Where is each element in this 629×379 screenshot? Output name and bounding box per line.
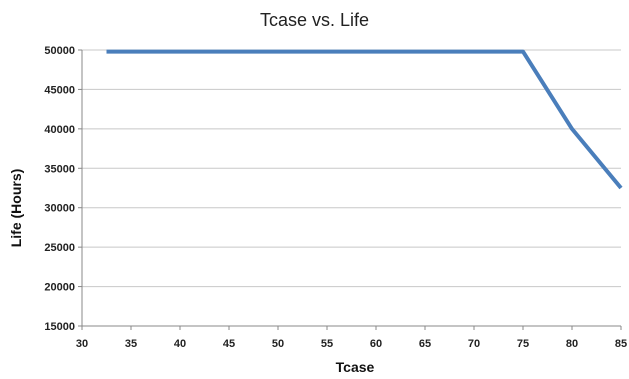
y-tick-label: 50000 bbox=[44, 45, 75, 57]
x-axis-title: Tcase bbox=[336, 359, 375, 375]
x-tick-label: 35 bbox=[125, 338, 137, 350]
x-tick-label: 30 bbox=[76, 338, 88, 350]
x-tick-label: 60 bbox=[370, 338, 382, 350]
y-tick-label: 15000 bbox=[44, 321, 75, 333]
x-tick-label: 70 bbox=[468, 338, 480, 350]
series-lines bbox=[106, 49, 623, 190]
x-tick-label: 75 bbox=[517, 338, 529, 350]
chart-title: Tcase vs. Life bbox=[259, 10, 370, 30]
series-line bbox=[106, 49, 623, 190]
y-tick-label: 30000 bbox=[44, 203, 75, 215]
x-tick-label: 55 bbox=[321, 338, 333, 350]
y-tick-label: 45000 bbox=[44, 84, 75, 96]
x-tick-label: 80 bbox=[566, 338, 578, 350]
y-tick-label: 25000 bbox=[44, 242, 75, 254]
x-tick-label: 65 bbox=[419, 338, 431, 350]
y-tick-label: 40000 bbox=[44, 124, 75, 136]
y-tick-label: 20000 bbox=[44, 282, 75, 294]
tick-labels: 15000 20000 25000 30000 35000 40000 45000 50000… bbox=[44, 45, 627, 350]
x-tick-label: 45 bbox=[223, 338, 235, 350]
x-tick-label: 50 bbox=[272, 338, 284, 350]
x-tick-label: 40 bbox=[174, 338, 186, 350]
gridlines bbox=[82, 49, 621, 288]
x-tick-label: 85 bbox=[615, 338, 627, 350]
y-axis-title: Life (Hours) bbox=[8, 169, 24, 248]
axes bbox=[78, 49, 622, 330]
y-tick-label: 35000 bbox=[44, 163, 75, 175]
